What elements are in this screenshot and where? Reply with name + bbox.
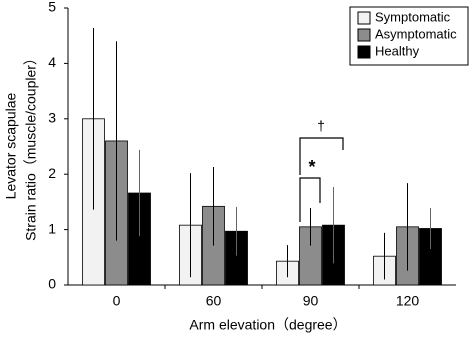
y-tick-label: 4 <box>48 54 56 70</box>
annotation: * <box>308 157 315 177</box>
legend-swatch <box>357 45 371 59</box>
annotation: † <box>317 118 325 134</box>
legend-swatch <box>357 28 371 42</box>
legend-label: Healthy <box>375 43 420 58</box>
legend-label: Asymptomatic <box>375 26 457 41</box>
significance-bracket <box>299 177 321 222</box>
x-tick-label: 90 <box>303 293 319 309</box>
x-tick-label: 0 <box>113 293 121 309</box>
x-tick-label: 120 <box>396 293 420 309</box>
y-tick-label: 3 <box>48 110 56 126</box>
y-tick-label: 2 <box>48 165 56 181</box>
x-axis-label: Arm elevation（degree） <box>189 317 346 333</box>
y-axis-label: Levator scapulae <box>3 92 19 199</box>
y-tick-label: 1 <box>48 220 56 236</box>
legend-label: Symptomatic <box>375 9 451 24</box>
significance-bracket <box>299 137 344 175</box>
y-tick-label: 0 <box>48 276 56 292</box>
y-axis-label: Strain ratio（muscle/coupler） <box>23 51 39 241</box>
y-tick-label: 5 <box>48 0 56 15</box>
x-tick-label: 60 <box>206 293 222 309</box>
legend-swatch <box>357 11 371 25</box>
